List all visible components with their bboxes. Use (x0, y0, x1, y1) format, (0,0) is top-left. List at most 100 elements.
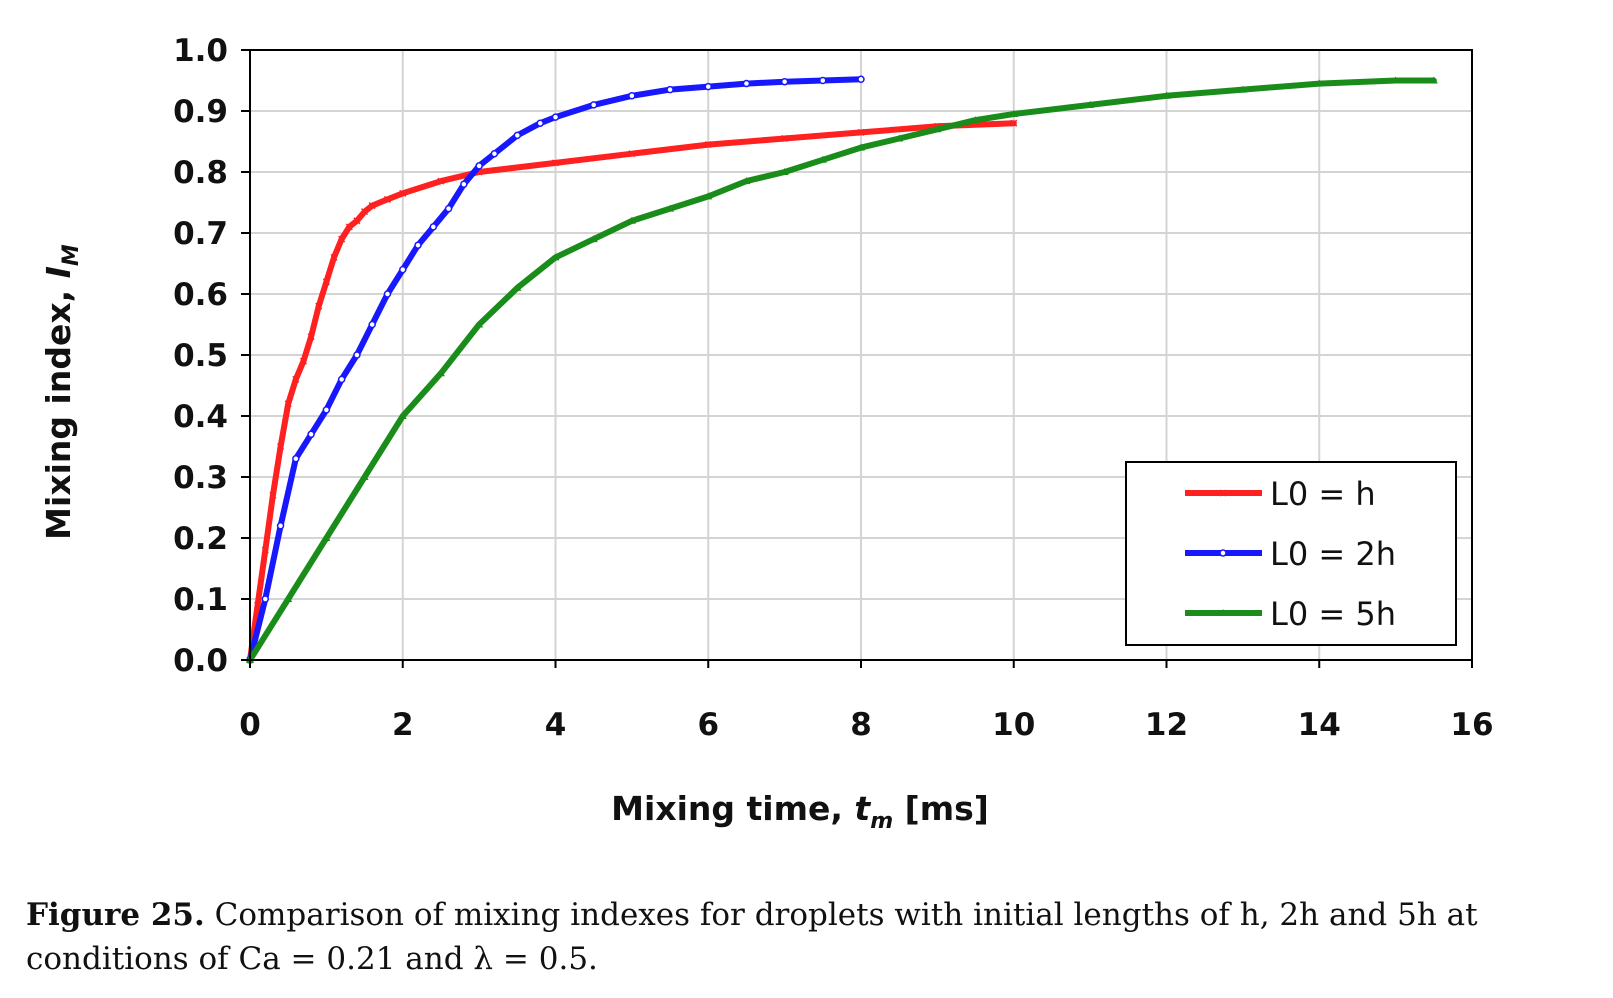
data-series (246, 75, 1438, 664)
x-tick-label: 10 (992, 707, 1035, 743)
data-point (353, 351, 361, 359)
data-point (933, 125, 942, 133)
data-point (551, 253, 560, 261)
data-point (398, 412, 407, 419)
data-point (551, 159, 560, 167)
y-tick-label: 0.9 (173, 94, 228, 130)
data-point (383, 290, 392, 298)
data-point (627, 216, 636, 224)
x-tick-label: 0 (239, 707, 261, 743)
data-point (780, 77, 789, 86)
data-point (971, 116, 980, 124)
x-axis-title-unit: [ms] (893, 789, 989, 828)
caption-label: Figure 25. (26, 897, 205, 933)
data-point (338, 235, 346, 243)
data-point (895, 134, 904, 142)
data-point (857, 128, 865, 136)
data-point (292, 454, 300, 463)
data-point (1429, 76, 1438, 84)
data-point (781, 134, 789, 142)
y-tick-label: 0.6 (173, 277, 228, 313)
y-tick-label: 0.8 (173, 155, 228, 191)
data-point (322, 534, 331, 541)
data-point (337, 375, 346, 384)
legend-label: L0 = 2h (1270, 535, 1396, 573)
figure-caption: Figure 25. Comparison of mixing indexes … (26, 893, 1606, 981)
data-point (704, 192, 713, 200)
series-2 (246, 75, 865, 664)
data-point (284, 595, 293, 602)
y-tick-label: 0.3 (173, 460, 228, 496)
y-tick-label: 0.7 (173, 216, 228, 252)
data-point (475, 320, 484, 328)
data-point (292, 375, 300, 383)
data-point (1391, 76, 1400, 84)
data-point (536, 119, 544, 127)
data-point (1238, 85, 1247, 93)
x-axis-title-var: t (854, 789, 871, 828)
data-point (399, 265, 407, 274)
y-tick-label: 0.5 (173, 338, 228, 374)
series-line (247, 76, 864, 663)
data-point (704, 141, 712, 149)
data-point (1315, 79, 1324, 87)
caption-text: Comparison of mixing indexes for droplet… (26, 897, 1478, 977)
x-tick-label: 6 (697, 707, 719, 743)
data-point (628, 92, 636, 100)
x-tick-label: 16 (1450, 707, 1493, 743)
series-line (247, 120, 1017, 663)
legend: L0 = h L0 = 2h L0 = 5h (1125, 461, 1457, 646)
legend-entry: L0 = 2h (1185, 535, 1396, 573)
data-point (857, 75, 865, 84)
data-point (444, 204, 453, 213)
data-point (436, 369, 445, 377)
data-point (818, 155, 827, 163)
data-point (383, 195, 392, 203)
legend-box (1125, 461, 1457, 646)
data-point (368, 320, 376, 329)
data-point (261, 546, 269, 554)
y-tick-label: 0.4 (173, 399, 228, 435)
data-point (269, 491, 277, 499)
y-axis-title-sub: M (59, 244, 84, 266)
legend-label: L0 = 5h (1270, 595, 1396, 633)
data-point (307, 333, 315, 341)
y-tick-label: 0.1 (173, 582, 228, 618)
y-axis-title: Mixing index, IM (39, 244, 84, 540)
data-point (322, 406, 331, 414)
data-point (857, 143, 865, 151)
data-point (330, 253, 338, 261)
data-point (780, 168, 789, 175)
data-point (742, 79, 751, 88)
data-point (1086, 100, 1095, 108)
legend-entry: L0 = h (1185, 475, 1376, 513)
data-point (1009, 110, 1018, 118)
data-point (399, 189, 407, 197)
data-point (437, 177, 445, 185)
data-point (513, 131, 522, 140)
legend-marker (1219, 489, 1227, 497)
data-point (704, 82, 712, 91)
y-tick-label: 1.0 (173, 33, 228, 69)
x-tick-label: 8 (850, 707, 872, 743)
data-point (361, 208, 369, 216)
data-point (475, 162, 483, 170)
y-axis-title-main: Mixing index, (39, 278, 78, 539)
data-point (589, 235, 598, 243)
data-point (666, 85, 674, 94)
x-tick-label: 4 (545, 707, 567, 743)
x-tick-label: 14 (1298, 707, 1341, 743)
legend-marker (1219, 609, 1227, 616)
y-tick-label: 0.0 (173, 643, 228, 679)
data-point (819, 76, 827, 85)
data-point (414, 241, 422, 249)
data-point (551, 113, 560, 121)
data-point (299, 357, 307, 365)
data-point (742, 177, 751, 185)
y-tick-label: 0.2 (173, 521, 228, 557)
data-point (360, 473, 369, 480)
data-point (345, 223, 353, 231)
legend-entry: L0 = 5h (1185, 595, 1396, 633)
data-point (322, 278, 330, 286)
y-axis-title-var: I (39, 266, 78, 278)
